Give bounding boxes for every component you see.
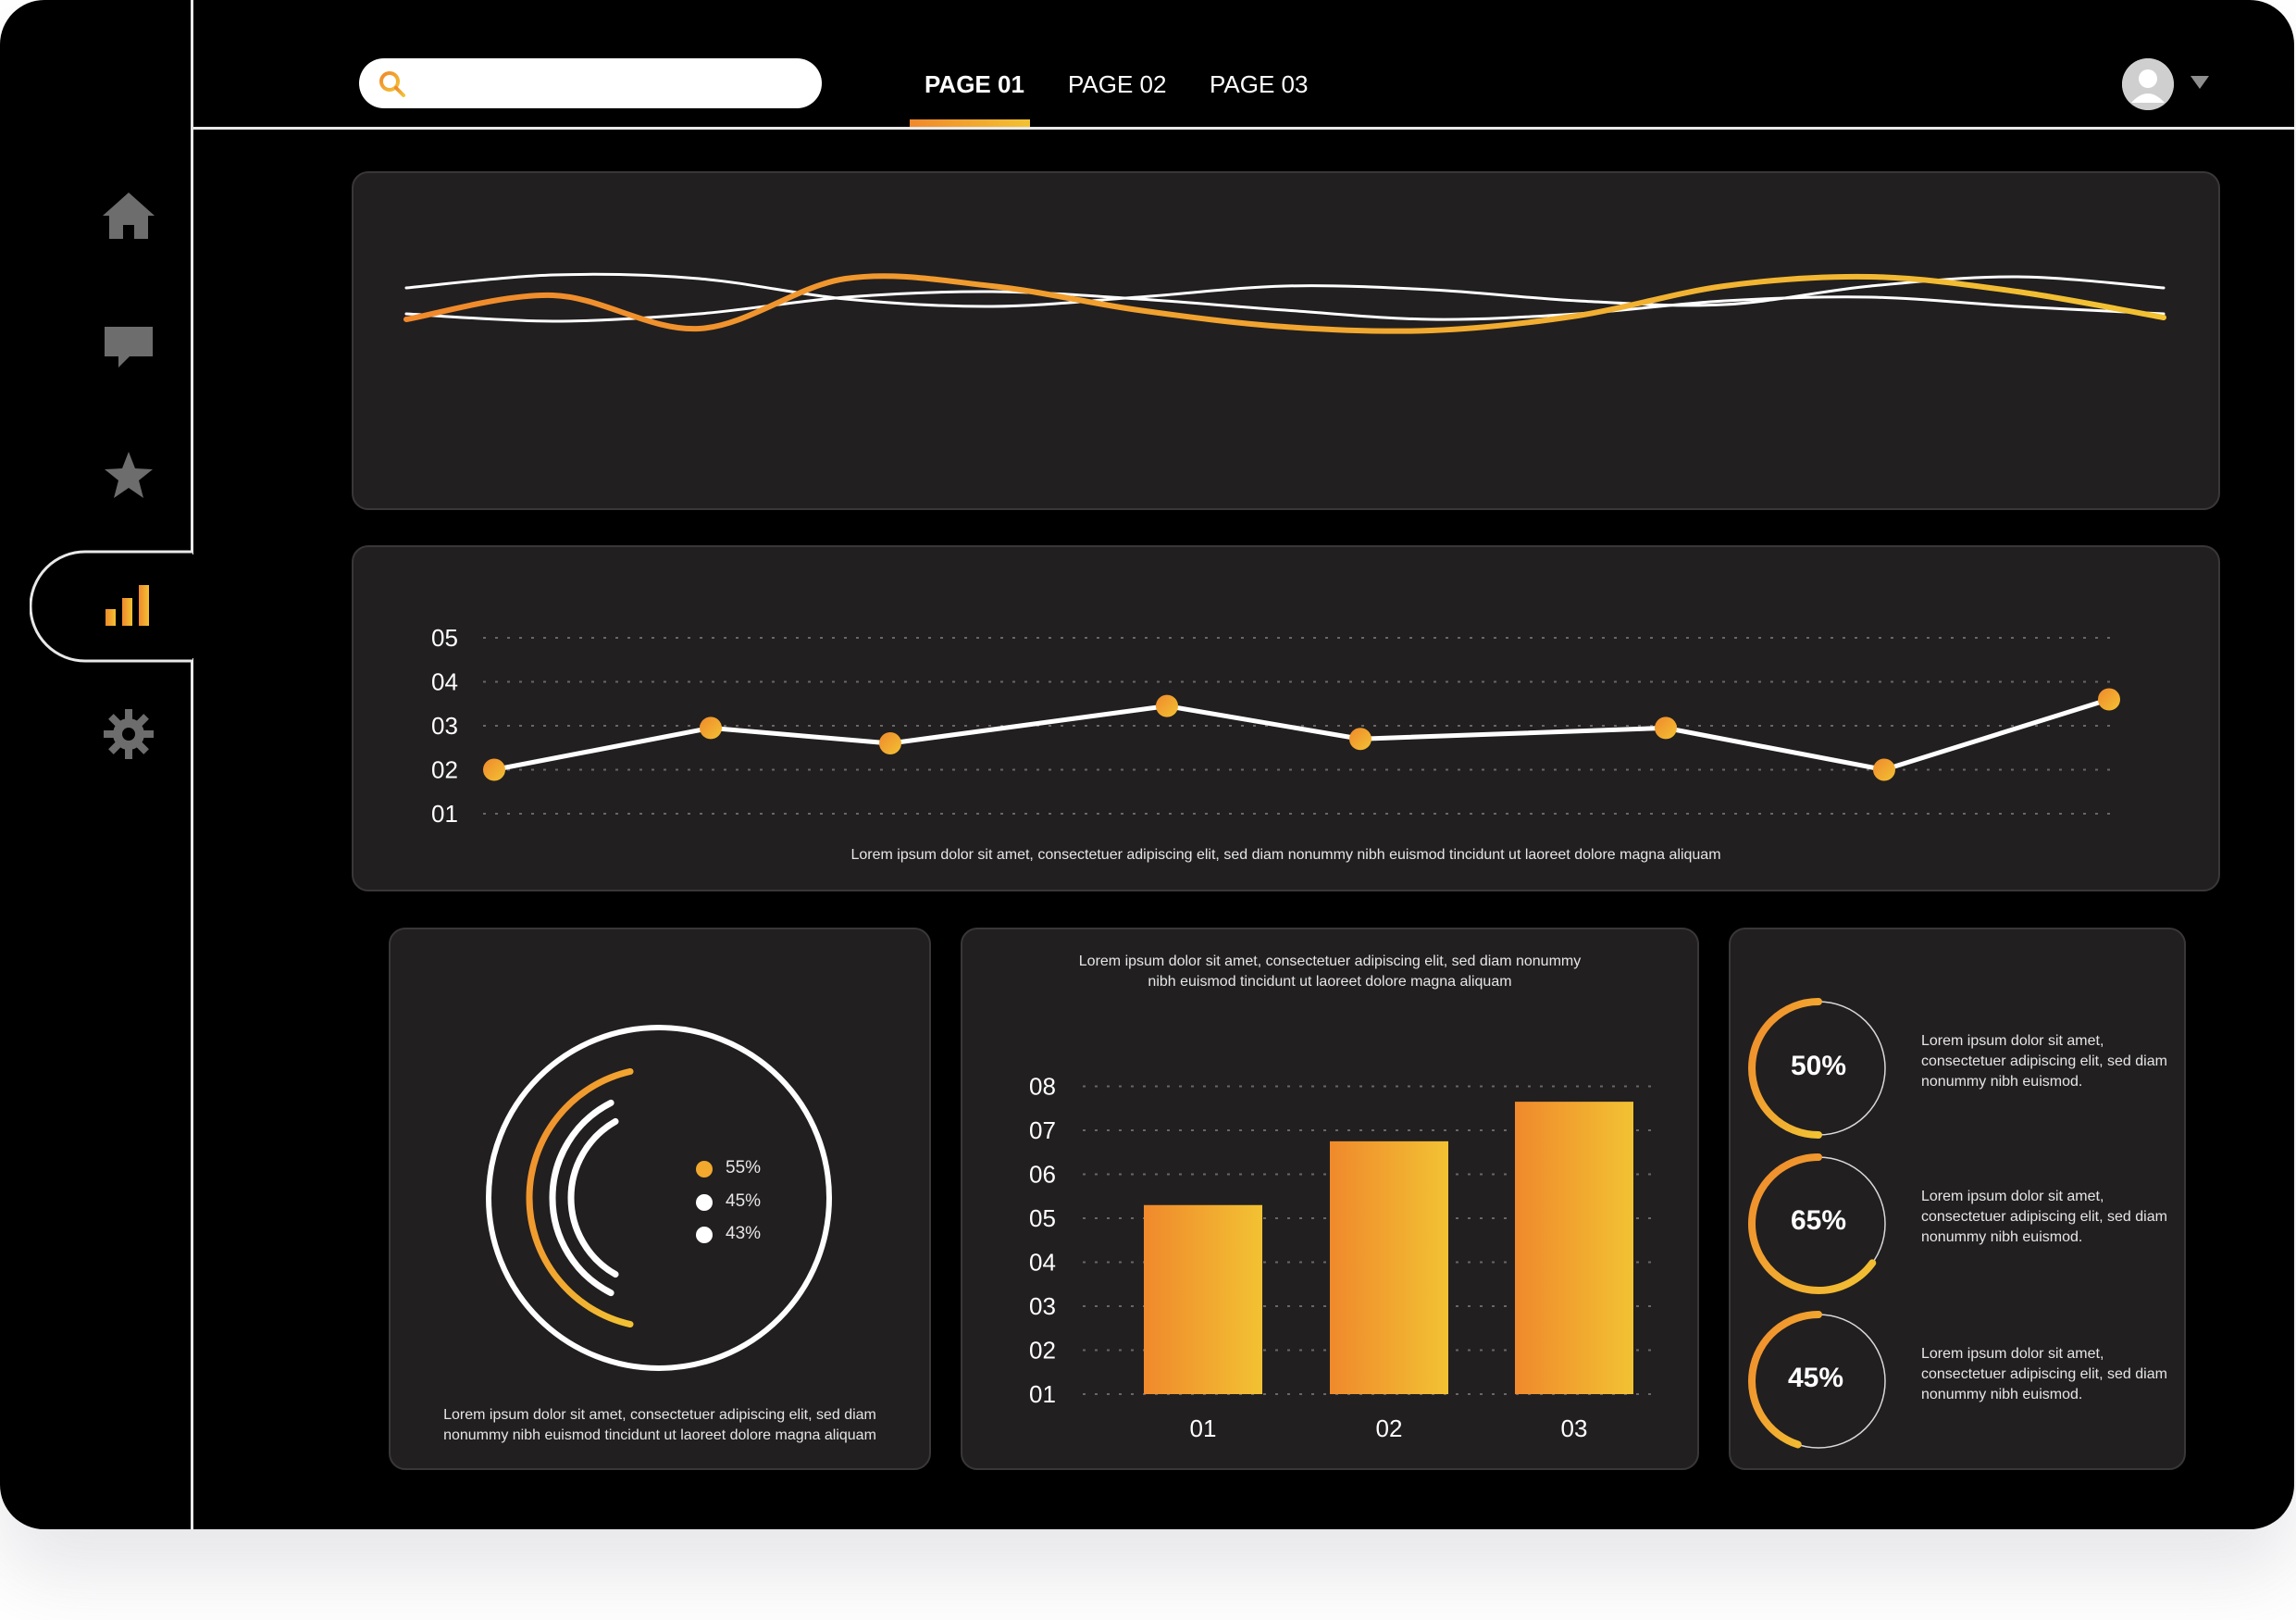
bar-chart-ytick: 03 [1029, 1292, 1056, 1320]
line-chart-ytick: 01 [431, 800, 458, 828]
wave-series-3 [404, 290, 2166, 323]
bar-01 [1144, 1204, 1262, 1394]
ring-1-percent: 50% [1790, 1051, 1847, 1081]
tab-page-02[interactable]: PAGE 02 [1068, 70, 1167, 98]
ring-2-description: Lorem ipsum dolor sit amet, consectetuer… [1921, 1189, 2167, 1245]
radial-arc-2 [549, 1099, 614, 1297]
ring-1-description: Lorem ipsum dolor sit amet, consectetuer… [1921, 1033, 2167, 1090]
radial-arc-1 [526, 1067, 634, 1328]
line-chart-panel: 01 02 03 04 05 Lorem ipsum dolor sit amet, c… [352, 545, 2220, 891]
line-chart-series [493, 697, 2110, 772]
line-chart-point [1873, 758, 1895, 781]
sidebar-item-home[interactable] [100, 188, 157, 245]
ring-2-percent: 65% [1790, 1205, 1847, 1236]
line-chart-point [879, 732, 901, 754]
bar-chart-xtick: 02 [1376, 1414, 1403, 1442]
ring-3-percent: 45% [1787, 1363, 1844, 1393]
star-icon [105, 452, 153, 498]
bar-chart-ytick: 08 [1029, 1073, 1056, 1101]
search-bar[interactable] [359, 58, 822, 108]
bar-chart-ytick: 02 [1029, 1337, 1056, 1365]
bar-chart-panel: Lorem ipsum dolor sit amet, consectetuer… [961, 928, 1699, 1470]
bar-chart-xtick: 03 [1561, 1414, 1588, 1442]
wave-series-2 [404, 272, 2166, 308]
progress-rings-panel: 50% 65% 45% Lorem ipsum dolor sit amet, … [1729, 928, 2186, 1470]
bar-chart-ytick: 07 [1029, 1116, 1056, 1144]
line-chart-ytick: 02 [431, 756, 458, 784]
line-chart-point [2098, 688, 2120, 711]
app-frame: PAGE 01 PAGE 02 PAGE 03 [0, 0, 2294, 1529]
radial-chart-panel: 55% 45% 43% Lorem ipsum dolor sit amet, … [389, 928, 931, 1470]
avatar[interactable] [2122, 58, 2174, 110]
legend-label-3: 43% [726, 1224, 762, 1243]
bar-chart-ytick: 04 [1029, 1249, 1056, 1277]
radial-arc-3 [567, 1117, 619, 1278]
line-chart-point [700, 717, 722, 740]
line-chart-point [1349, 728, 1371, 751]
search-input[interactable] [418, 66, 811, 103]
radial-outer-ring [486, 1025, 832, 1371]
bar-chart-caption: Lorem ipsum dolor sit amet, consectetuer… [1078, 953, 1582, 990]
sidebar-item-analytics[interactable] [100, 576, 157, 633]
chat-icon [105, 327, 153, 368]
active-tab-indicator [910, 119, 1030, 127]
sidebar-divider [191, 0, 193, 1529]
tab-page-03[interactable]: PAGE 03 [1210, 70, 1309, 98]
home-icon [103, 193, 155, 239]
sidebar-item-messages[interactable] [100, 318, 157, 375]
bar-chart-ytick: 06 [1029, 1161, 1056, 1189]
legend-dot-3 [696, 1227, 713, 1243]
wave-chart [403, 272, 2166, 334]
bar-02 [1330, 1140, 1448, 1394]
line-chart: 01 02 03 04 05 [431, 624, 2120, 828]
ring-3-description: Lorem ipsum dolor sit amet, consectetuer… [1921, 1346, 2167, 1402]
line-chart-caption: Lorem ipsum dolor sit amet, consectetuer… [850, 847, 1721, 863]
tab-page-01[interactable]: PAGE 01 [925, 70, 1024, 98]
chevron-down-icon[interactable] [2190, 74, 2210, 91]
legend-dot-2 [696, 1194, 713, 1211]
sidebar-item-favorites[interactable] [100, 447, 157, 505]
sidebar-item-settings[interactable] [100, 705, 157, 763]
progress-rings [1748, 998, 1886, 1449]
ring-progress-2 [1748, 1153, 1877, 1294]
topbar-divider [191, 127, 2294, 130]
bar-03 [1515, 1102, 1633, 1394]
legend-dot-1 [696, 1161, 713, 1178]
gear-icon [104, 709, 154, 759]
line-chart-ytick: 05 [431, 624, 458, 652]
bar-chart-icon [105, 585, 149, 626]
legend-label-1: 55% [726, 1158, 762, 1178]
ring-progress-1 [1748, 998, 1822, 1139]
line-chart-ytick: 04 [431, 668, 458, 696]
line-chart-ytick: 03 [431, 712, 458, 740]
legend-label-2: 45% [726, 1191, 762, 1211]
ring-progress-3 [1748, 1311, 1822, 1449]
wave-chart-panel [352, 171, 2220, 510]
line-chart-point [1655, 717, 1677, 740]
sidebar-active-highlight [30, 550, 196, 663]
bar-chart-ytick: 01 [1029, 1380, 1056, 1408]
search-icon [379, 71, 405, 97]
user-icon [2122, 58, 2174, 110]
radial-chart [486, 1025, 832, 1371]
wave-series-1 [403, 273, 2166, 334]
line-chart-point [1156, 694, 1178, 717]
bar-chart: 01 02 03 04 05 06 07 08 01 02 03 [1029, 1073, 1652, 1442]
bar-chart-ytick: 05 [1029, 1204, 1056, 1232]
line-chart-point [483, 758, 505, 781]
radial-chart-caption: Lorem ipsum dolor sit amet, consectetuer… [443, 1407, 876, 1443]
bar-chart-xtick: 01 [1190, 1414, 1217, 1442]
